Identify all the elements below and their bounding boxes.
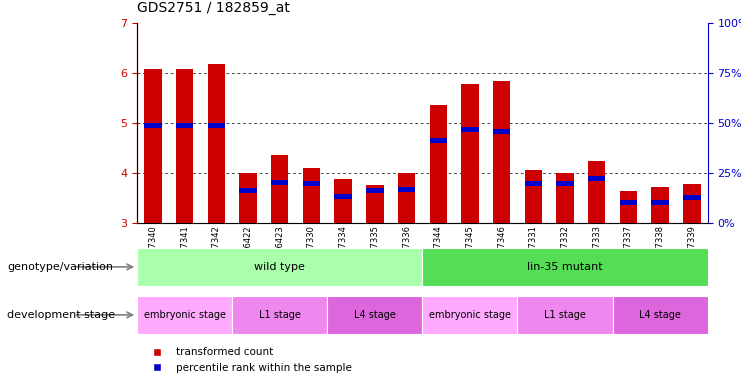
Bar [613, 296, 708, 334]
Bar [137, 248, 422, 286]
Bar [588, 176, 605, 181]
Text: embryonic stage: embryonic stage [144, 310, 225, 320]
Bar [271, 156, 288, 223]
Bar [176, 123, 193, 128]
Bar [303, 181, 320, 186]
Bar [619, 200, 637, 205]
Bar [207, 65, 225, 223]
Bar [525, 181, 542, 186]
Bar [461, 127, 479, 132]
Text: genotype/variation: genotype/variation [7, 262, 113, 272]
Text: embryonic stage: embryonic stage [429, 310, 511, 320]
Bar [493, 81, 511, 223]
Bar [422, 248, 708, 286]
Bar [144, 123, 162, 128]
Bar [137, 296, 232, 334]
Bar [651, 200, 669, 205]
Text: L4 stage: L4 stage [639, 310, 681, 320]
Bar [493, 129, 511, 134]
Bar [366, 185, 384, 223]
Bar [232, 296, 328, 334]
Text: L4 stage: L4 stage [354, 310, 396, 320]
Bar [207, 123, 225, 128]
Text: wild type: wild type [254, 262, 305, 272]
Bar [144, 70, 162, 223]
Text: lin-35 mutant: lin-35 mutant [527, 262, 603, 272]
Bar [651, 187, 669, 223]
Bar [398, 187, 415, 192]
Bar [366, 188, 384, 193]
Bar [334, 194, 352, 199]
Bar [556, 173, 574, 223]
Text: GDS2751 / 182859_at: GDS2751 / 182859_at [137, 2, 290, 15]
Bar [239, 188, 256, 193]
Bar [588, 161, 605, 223]
Bar [683, 184, 700, 223]
Bar [271, 180, 288, 185]
Text: L1 stage: L1 stage [544, 310, 586, 320]
Bar [303, 168, 320, 223]
Bar [430, 106, 447, 223]
Bar [430, 138, 447, 143]
Bar [328, 296, 422, 334]
Text: development stage: development stage [7, 310, 116, 320]
Bar [619, 191, 637, 223]
Bar [525, 170, 542, 223]
Bar [176, 70, 193, 223]
Bar [683, 195, 700, 200]
Bar [334, 179, 352, 223]
Bar [422, 296, 517, 334]
Bar [239, 173, 256, 223]
Bar [556, 181, 574, 186]
Bar [398, 173, 415, 223]
Legend: transformed count, percentile rank within the sample: transformed count, percentile rank withi… [142, 343, 356, 377]
Text: L1 stage: L1 stage [259, 310, 301, 320]
Bar [517, 296, 613, 334]
Bar [461, 84, 479, 223]
